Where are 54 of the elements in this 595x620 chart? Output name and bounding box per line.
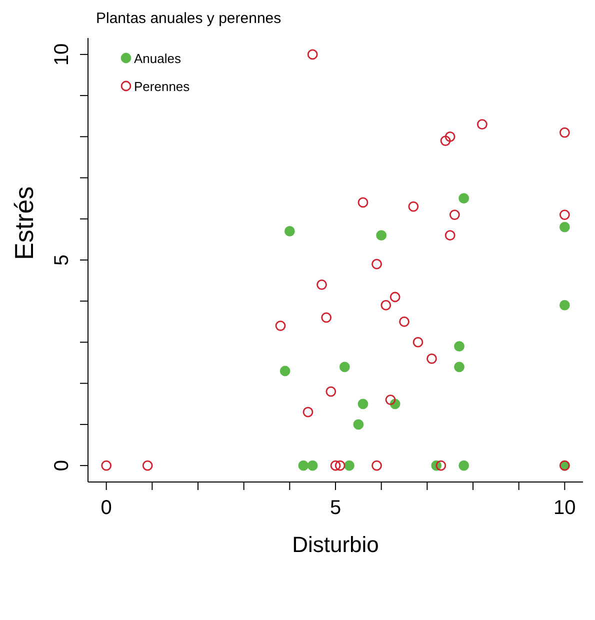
point (380, 300, 392, 310)
point (307, 49, 318, 60)
x-tick-label: 10 (554, 497, 576, 519)
point (458, 460, 470, 471)
x-tick-label: 5 (330, 497, 342, 519)
point (559, 210, 570, 220)
point (426, 353, 437, 364)
legend-label: Anuales (134, 50, 181, 66)
point (326, 386, 336, 397)
point (344, 460, 354, 471)
point (412, 337, 424, 348)
y-tick-label: 10 (51, 43, 73, 66)
point (316, 279, 327, 290)
y-axis-title: Estrés (9, 186, 40, 260)
point (142, 460, 153, 471)
point (449, 210, 460, 220)
point (358, 398, 368, 410)
point (454, 362, 464, 372)
point (444, 230, 456, 241)
point (334, 460, 346, 471)
point (444, 131, 456, 142)
point (385, 394, 396, 405)
point (330, 460, 341, 471)
point (372, 460, 382, 471)
point (280, 366, 290, 376)
y-tick-label: 5 (51, 254, 73, 266)
point (559, 127, 570, 138)
point (321, 312, 332, 323)
point (353, 419, 364, 430)
point (399, 316, 410, 327)
point (436, 460, 446, 471)
point (454, 341, 464, 352)
legend-label: Perennes (134, 78, 190, 94)
point (376, 230, 387, 241)
point (476, 119, 488, 130)
point (275, 320, 286, 331)
point (440, 136, 451, 146)
y-tick-label: 0 (51, 460, 73, 472)
point (339, 362, 350, 372)
chart-title: Plantas anuales y perennes (96, 10, 282, 27)
point (358, 197, 368, 208)
point (372, 258, 382, 270)
x-tick-label: 0 (100, 497, 112, 519)
point (390, 292, 400, 302)
point (302, 406, 314, 418)
point (307, 460, 318, 471)
point (559, 222, 570, 232)
x-axis-title: Disturbio (292, 532, 379, 557)
point (458, 193, 470, 204)
point (284, 226, 295, 236)
point (408, 201, 419, 212)
point (298, 460, 309, 471)
point (101, 460, 112, 471)
point (559, 300, 570, 310)
